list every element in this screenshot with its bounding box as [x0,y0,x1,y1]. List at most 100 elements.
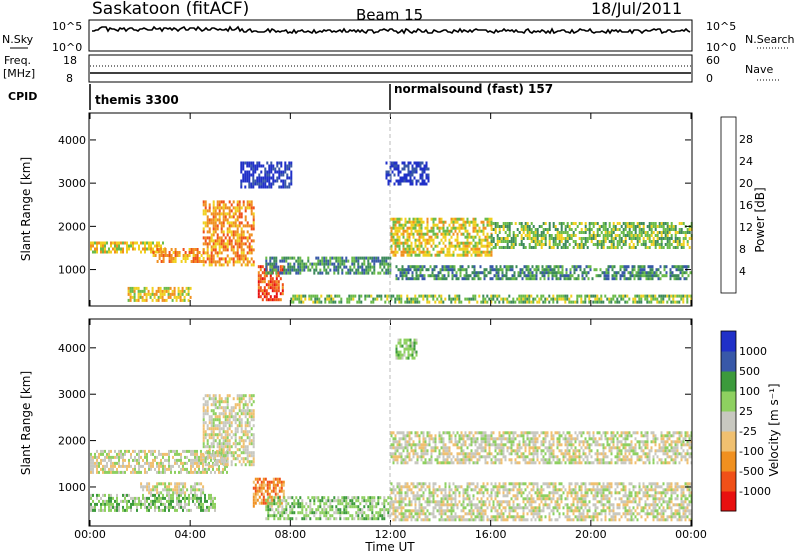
power-cell [488,223,491,227]
velocity-cell [194,458,196,462]
power-cell [660,246,663,249]
velocity-cell [250,454,253,458]
power-cell [135,298,138,302]
velocity-cell [160,491,163,495]
velocity-cell [192,499,194,503]
power-cell [600,243,603,246]
power-cell [558,234,561,237]
velocity-cell [124,499,126,503]
power-cell [361,271,364,275]
power-y-tick-label: 3000 [58,177,86,190]
power-cell [293,265,296,269]
velocity-cell [200,461,202,465]
power-cell [613,271,616,275]
velocity-cell [158,491,161,495]
power-cell [486,238,489,242]
power-cell [498,240,501,243]
power-cell [218,215,221,219]
power-cell [319,262,322,266]
power-cell [585,265,588,269]
power-cell [543,277,546,281]
velocity-cell [204,394,207,398]
power-cell [659,265,662,269]
power-cell [440,226,443,230]
velocity-cell [361,496,364,500]
power-cell [660,225,663,228]
power-cell [678,300,681,304]
velocity-cell [202,502,204,506]
power-cell [314,297,317,301]
power-cell [200,254,203,257]
velocity-cell [275,514,278,518]
velocity-cell [172,493,174,497]
power-cell [627,277,630,281]
power-cell [224,212,227,216]
velocity-cell [180,470,182,474]
velocity-cell [242,409,245,413]
velocity-cell [176,488,179,492]
power-cell [461,277,464,281]
power-cell [416,217,419,221]
power-cell [202,242,205,246]
power-cell [155,289,158,293]
power-cell [266,185,269,189]
power-cell [542,228,545,231]
power-cell [440,300,443,304]
power-cell [418,244,421,248]
power-cell [576,243,579,246]
power-cell [210,218,213,222]
power-cell [177,289,180,293]
velocity-cell [206,508,208,512]
power-cell [369,256,372,260]
velocity-cell [202,461,204,465]
power-cell [556,297,559,301]
velocity-cell [268,492,271,496]
power-cell [529,268,532,272]
power-cell [398,244,401,248]
power-cell [244,185,247,189]
power-cell [502,222,505,225]
power-cell [277,283,280,287]
power-cell [438,226,441,230]
velocity-cell [258,486,261,490]
power-cell [250,167,253,171]
power-cell [439,271,442,275]
power-cell [434,223,437,227]
velocity-cell [238,442,241,446]
velocity-cell [275,508,278,512]
velocity-cell [202,421,205,425]
power-cell [397,277,400,281]
power-cell [132,247,134,251]
power-cell [668,240,671,243]
velocity-cell [140,482,143,486]
velocity-cell [430,437,433,441]
power-cell [189,286,192,290]
power-cell [122,247,124,251]
velocity-cell [210,421,213,425]
power-cell [592,294,595,298]
velocity-cell [180,455,182,459]
power-cell [664,228,667,231]
velocity-cell [94,455,96,459]
velocity-cell [106,470,108,474]
power-cell [508,246,511,249]
power-cell [465,271,468,275]
power-cell [250,263,253,267]
velocity-cell [248,415,251,419]
power-cell [108,250,110,254]
power-cell [470,220,473,224]
power-cell [385,268,388,272]
velocity-cell [303,514,306,518]
power-cell [230,239,233,243]
power-cell [638,225,641,228]
velocity-cell [230,430,233,434]
power-cell [379,265,382,269]
power-cell [472,244,475,248]
power-cell [517,271,520,275]
power-cell [236,242,239,246]
velocity-cell [180,491,183,495]
power-cell [668,228,671,231]
power-cell [638,231,641,234]
power-cell [395,179,398,183]
power-cell [556,300,559,304]
